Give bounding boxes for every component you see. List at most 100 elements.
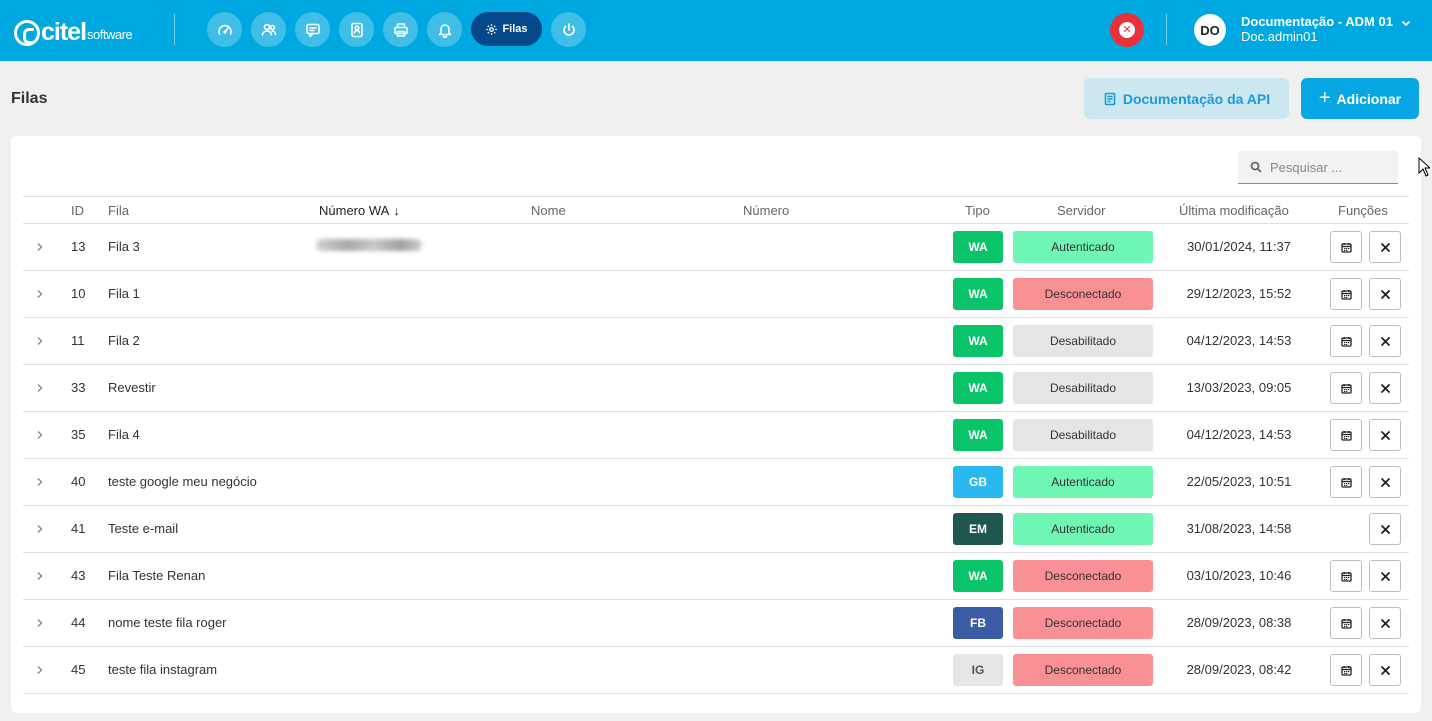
calendar-icon	[1340, 571, 1352, 582]
delete-button[interactable]	[1369, 325, 1401, 357]
table-row[interactable]: 35 Fila 4 WA Desabilitado 04/12/2023, 14:53	[23, 412, 1409, 459]
type-badge: WA	[953, 278, 1003, 310]
calendar-icon	[1340, 665, 1352, 676]
row-id: 43	[71, 568, 86, 583]
calendar-icon	[1340, 383, 1352, 394]
column-header-tipo[interactable]: Tipo	[965, 203, 990, 218]
expand-row-chevron-right-icon[interactable]	[35, 428, 45, 442]
server-status-badge: Desabilitado	[1013, 325, 1153, 357]
row-fila-name: Fila Teste Renan	[108, 568, 206, 583]
table-row[interactable]: 11 Fila 2 WA Desabilitado 04/12/2023, 14:53	[23, 318, 1409, 365]
row-fila-name: teste fila instagram	[108, 662, 218, 677]
nav-contact-card-button[interactable]	[339, 12, 374, 47]
column-header-servidor[interactable]: Servidor	[1057, 203, 1106, 218]
delete-button[interactable]	[1369, 419, 1401, 451]
row-id: 44	[71, 615, 86, 630]
blurred-phone-number	[316, 239, 422, 251]
row-fila-name: Teste e-mail	[108, 521, 179, 536]
expand-row-chevron-right-icon[interactable]	[35, 663, 45, 677]
column-header-numero-wa[interactable]: Número WA ↓	[319, 203, 400, 218]
last-modified: 29/12/2023, 15:52	[1186, 286, 1292, 301]
nav-print-button[interactable]	[383, 12, 418, 47]
expand-row-chevron-right-icon[interactable]	[35, 616, 45, 630]
column-header-numero[interactable]: Número	[743, 203, 790, 218]
nav-notifications-button[interactable]	[427, 12, 462, 47]
expand-row-chevron-right-icon[interactable]	[35, 240, 45, 254]
delete-button[interactable]	[1369, 372, 1401, 404]
schedule-button[interactable]	[1330, 325, 1362, 357]
column-header-id[interactable]: ID	[71, 203, 84, 218]
row-id: 33	[71, 380, 86, 395]
delete-button[interactable]	[1369, 560, 1401, 592]
api-docs-button[interactable]: Documentação da API	[1084, 78, 1289, 119]
expand-row-chevron-right-icon[interactable]	[35, 522, 45, 536]
disconnect-alert-button[interactable]: ✕	[1110, 13, 1144, 47]
delete-button[interactable]	[1369, 231, 1401, 263]
last-modified: 28/09/2023, 08:38	[1186, 615, 1292, 630]
schedule-button[interactable]	[1330, 466, 1362, 498]
user-menu-chevron-down-icon[interactable]	[1400, 16, 1412, 28]
server-status-badge: Desabilitado	[1013, 419, 1153, 451]
server-status-badge: Desabilitado	[1013, 372, 1153, 404]
type-badge: IG	[953, 654, 1003, 686]
expand-row-chevron-right-icon[interactable]	[35, 475, 45, 489]
table-row[interactable]: 41 Teste e-mail EM Autenticado 31/08/2023, 1…	[23, 506, 1409, 553]
delete-button[interactable]	[1369, 654, 1401, 686]
close-icon	[1380, 571, 1390, 581]
row-fila-name: Fila 4	[108, 427, 140, 442]
close-circle-icon: ✕	[1119, 22, 1135, 38]
search-input[interactable]	[1270, 159, 1390, 175]
schedule-button[interactable]	[1330, 607, 1362, 639]
close-icon	[1380, 242, 1390, 252]
schedule-button[interactable]	[1330, 654, 1362, 686]
column-header-fila[interactable]: Fila	[108, 203, 129, 218]
table-row[interactable]: 10 Fila 1 WA Desconectado 29/12/2023, 15:52	[23, 271, 1409, 318]
user-login[interactable]: Doc.admin01	[1241, 29, 1318, 44]
column-header-nome[interactable]: Nome	[531, 203, 566, 218]
logo-sub: software	[87, 27, 133, 42]
user-name[interactable]: Documentação - ADM 01	[1241, 14, 1393, 29]
schedule-button[interactable]	[1330, 419, 1362, 451]
table-row[interactable]: 44 nome teste fila roger FB Desconectado 28/…	[23, 600, 1409, 647]
nav-power-button[interactable]	[551, 12, 586, 47]
close-icon	[1380, 665, 1390, 675]
table-row[interactable]: 45 teste fila instagram IG Desconectado 28/0…	[23, 647, 1409, 694]
row-id: 35	[71, 427, 86, 442]
delete-button[interactable]	[1369, 466, 1401, 498]
avatar[interactable]: DO	[1194, 14, 1226, 46]
table-row[interactable]: 13 Fila 3 WA Autenticado 30/01/2024, 11:37	[23, 224, 1409, 271]
schedule-button[interactable]	[1330, 372, 1362, 404]
table-row[interactable]: 33 Revestir WA Desabilitado 13/03/2023, 09:0…	[23, 365, 1409, 412]
schedule-button[interactable]	[1330, 231, 1362, 263]
close-icon	[1380, 618, 1390, 628]
api-docs-label: Documentação da API	[1122, 90, 1271, 107]
nav-filas-button[interactable]: Filas	[471, 12, 542, 46]
users-icon	[261, 23, 276, 36]
page-title: Filas	[11, 90, 48, 107]
expand-row-chevron-right-icon[interactable]	[35, 569, 45, 583]
expand-row-chevron-right-icon[interactable]	[35, 334, 45, 348]
server-status-badge: Desconectado	[1013, 654, 1153, 686]
calendar-icon	[1340, 618, 1352, 629]
delete-button[interactable]	[1369, 278, 1401, 310]
delete-button[interactable]	[1369, 607, 1401, 639]
close-icon	[1380, 289, 1390, 299]
nav-chat-button[interactable]	[295, 12, 330, 47]
citel-logo[interactable]: citel software	[14, 14, 133, 46]
schedule-button[interactable]	[1330, 278, 1362, 310]
column-header-ultima-modificacao[interactable]: Última modificação	[1179, 203, 1289, 218]
table-row[interactable]: 40 teste google meu negócio GB Autenticado 2…	[23, 459, 1409, 506]
expand-row-chevron-right-icon[interactable]	[35, 287, 45, 301]
nav-contacts-button[interactable]	[251, 12, 286, 47]
search-icon	[1250, 161, 1262, 173]
top-divider	[174, 14, 175, 45]
calendar-icon	[1340, 289, 1352, 300]
schedule-button[interactable]	[1330, 560, 1362, 592]
server-status-badge: Desconectado	[1013, 278, 1153, 310]
table-row[interactable]: 43 Fila Teste Renan WA Desconectado 03/10/20…	[23, 553, 1409, 600]
delete-button[interactable]	[1369, 513, 1401, 545]
expand-row-chevron-right-icon[interactable]	[35, 381, 45, 395]
search-box[interactable]	[1238, 151, 1398, 184]
add-button[interactable]: + Adicionar	[1301, 78, 1419, 119]
nav-dashboard-button[interactable]	[207, 12, 242, 47]
